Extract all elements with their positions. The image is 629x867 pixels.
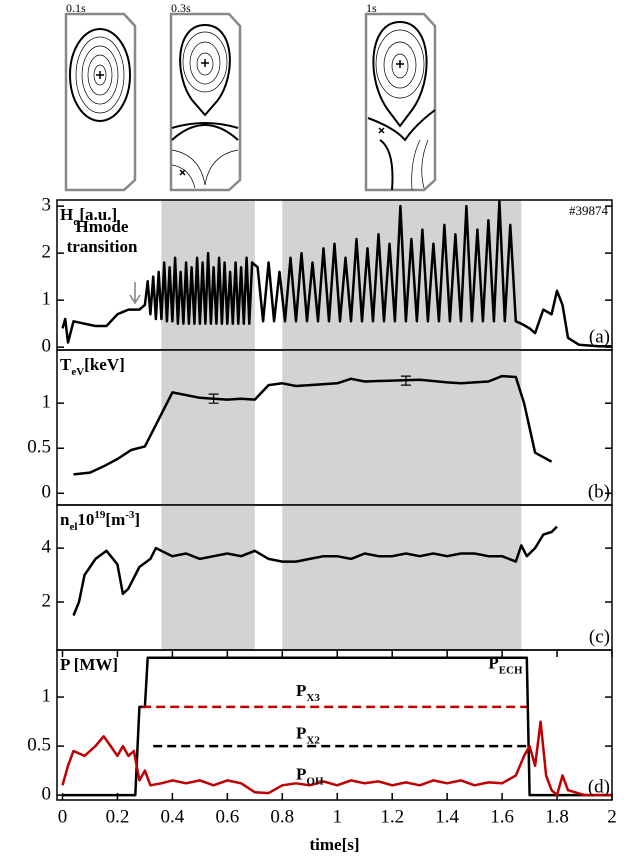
label-part: P <box>296 681 306 700</box>
x-tick-label: 1.2 <box>380 806 404 827</box>
series-line <box>72 525 558 616</box>
vessel-outline <box>364 12 437 192</box>
shot-number: #39874 <box>569 203 609 218</box>
y-tick-label: 1 <box>42 685 52 706</box>
label-part: eV <box>71 366 84 378</box>
label-part: P <box>296 764 306 783</box>
label-part: 19 <box>94 509 106 521</box>
label-part: [keV] <box>84 355 125 374</box>
y-tick-label: 0.5 <box>27 734 51 755</box>
x-tick-label: 1.8 <box>545 806 569 827</box>
x-tick-label: 0.6 <box>215 806 239 827</box>
label-part: n <box>60 510 70 529</box>
annotation-arrow <box>129 282 141 305</box>
label: TeV[keV] <box>60 355 125 378</box>
series-line <box>73 374 553 476</box>
y-tick-label: 3 <box>42 194 52 215</box>
panel-label: (b) <box>588 481 610 502</box>
label: PX3 <box>296 681 320 704</box>
label: P [MW] <box>60 655 118 674</box>
y-tick-label: 0 <box>42 482 52 503</box>
label-part: P <box>296 723 306 742</box>
label-part: ] <box>134 510 140 529</box>
label: Hα[a.u.] <box>60 205 117 228</box>
snapshot-markers <box>96 59 404 176</box>
snapshot-time: 0.3s <box>171 1 191 15</box>
panel-label: (d) <box>588 776 610 797</box>
y-tick-label: 1 <box>42 392 52 413</box>
x-tick-label: 1.4 <box>435 806 459 827</box>
label-part: el <box>69 521 77 533</box>
vessel-outline <box>64 12 137 192</box>
panel-label: (c) <box>589 626 610 647</box>
label-part: [a.u.] <box>79 205 117 224</box>
y-tick-label: 0 <box>42 783 52 804</box>
shaded-span <box>161 505 255 650</box>
label: PECH <box>488 654 523 677</box>
series-line <box>61 720 612 797</box>
annotation: Hmode <box>76 217 129 236</box>
label-part: OH <box>306 775 324 787</box>
label-part: ECH <box>499 664 523 676</box>
x-tick-label: 1.6 <box>490 806 514 827</box>
x-tick-label: 0.8 <box>270 806 294 827</box>
series-line <box>61 200 612 348</box>
x-axis-label: time[s] <box>309 835 359 854</box>
label-part: T <box>60 355 72 374</box>
label-part: α <box>73 216 80 228</box>
label-part: X2 <box>306 734 320 746</box>
label-part: P [MW] <box>60 655 118 674</box>
shaded-span <box>282 350 522 505</box>
label: PX2 <box>296 723 320 746</box>
error-bar <box>400 375 411 386</box>
vessel-outline <box>169 12 242 192</box>
y-tick-label: 1 <box>42 289 52 310</box>
shaded-span <box>282 505 522 650</box>
annotation: transition <box>67 237 138 256</box>
label-part: P <box>488 654 498 673</box>
x-tick-label: 0.2 <box>106 806 130 827</box>
label-part: X3 <box>306 692 320 704</box>
shaded-span <box>161 350 255 505</box>
panel-label: (a) <box>589 326 610 347</box>
y-tick-label: 2 <box>42 590 52 611</box>
label: nel1019[m-3] <box>60 509 140 533</box>
y-tick-label: 4 <box>42 536 52 557</box>
y-tick-label: 0.5 <box>27 437 51 458</box>
label-part: -3 <box>125 509 135 521</box>
label-part: [m <box>105 510 125 529</box>
snapshot-time: 1s <box>366 1 377 15</box>
series-line <box>62 656 612 797</box>
x-tick-label: 1 <box>332 806 342 827</box>
label: POH <box>296 764 324 787</box>
y-tick-label: 2 <box>42 241 52 262</box>
x-tick-label: 0.4 <box>161 806 185 827</box>
error-bar <box>208 393 219 404</box>
label-part: H <box>60 205 73 224</box>
x-tick-label: 2 <box>607 806 617 827</box>
x-tick-label: 0 <box>58 806 68 827</box>
equilibrium-snapshots <box>64 12 437 192</box>
flux-contours <box>69 20 436 191</box>
label-part: 10 <box>77 510 94 529</box>
plot-frame <box>56 649 613 801</box>
y-tick-label: 0 <box>42 336 52 357</box>
snapshot-time: 0.1s <box>66 1 86 15</box>
